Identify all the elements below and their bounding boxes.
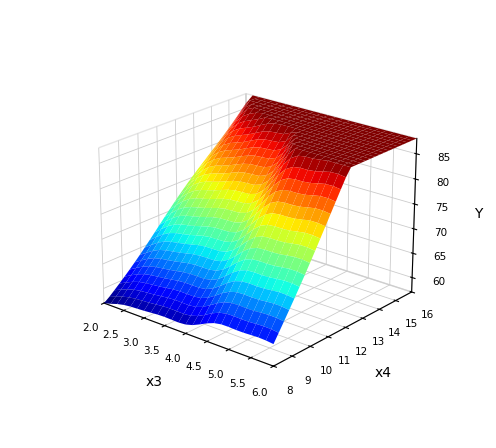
X-axis label: x3: x3 (145, 375, 162, 389)
Y-axis label: x4: x4 (374, 366, 391, 380)
